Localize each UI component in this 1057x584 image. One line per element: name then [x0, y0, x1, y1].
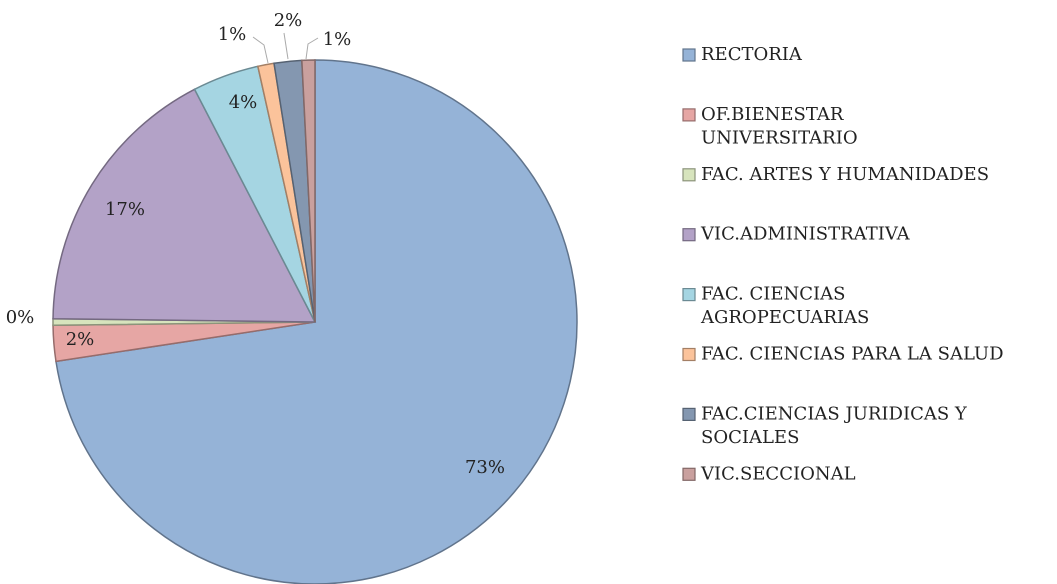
pie-slice: [52, 88, 317, 323]
data-label: 17%: [105, 199, 145, 220]
data-label: 0%: [6, 307, 35, 328]
leader-line: [252, 36, 269, 64]
legend-label: VIC.ADMINISTRATIVA: [700, 224, 911, 245]
data-label: 2%: [274, 10, 303, 31]
legend-label-line: FAC. CIENCIAS: [701, 284, 845, 305]
legend-swatch: [682, 347, 696, 362]
legend-label: RECTORIA: [701, 44, 803, 65]
legend-label-line: FAC.CIENCIAS JURIDICAS Y: [701, 403, 968, 424]
data-label: 2%: [66, 329, 95, 350]
legend-label: FAC.CIENCIAS JURIDICAS Y SOCIALES: [701, 403, 968, 448]
legend-swatch: [682, 168, 696, 182]
legend-label-line: SOCIALES: [701, 427, 799, 448]
legend-label-line: UNIVERSITARIO: [701, 127, 858, 148]
legend-label: FAC. CIENCIAS AGROPECUARIAS: [700, 284, 869, 329]
legend-swatch: [682, 288, 696, 302]
legend-label: VIC.SECCIONAL: [700, 463, 856, 484]
legend-label-line: AGROPECUARIAS: [700, 307, 869, 328]
data-label: 73%: [465, 457, 505, 478]
legend-swatch: [682, 407, 696, 421]
legend-label: OF.BIENESTAR UNIVERSITARIO: [701, 104, 858, 148]
data-label: 1%: [323, 29, 352, 50]
pie-slice: [301, 59, 316, 323]
leader-line: [283, 32, 289, 60]
pie-slice: [55, 59, 578, 584]
data-label: 4%: [229, 92, 258, 113]
leader-line: [305, 37, 319, 60]
data-label: 1%: [218, 24, 247, 45]
legend-swatch: [682, 467, 696, 481]
legend-swatch: [682, 108, 696, 122]
legend-label: FAC. ARTES Y HUMANIDADES: [701, 164, 989, 185]
legend-swatch: [682, 228, 696, 242]
legend-label: FAC. CIENCIAS PARA LA SALUD: [701, 344, 1004, 365]
legend-swatch: [682, 48, 696, 62]
legend-label-line: OF.BIENESTAR: [701, 104, 844, 125]
